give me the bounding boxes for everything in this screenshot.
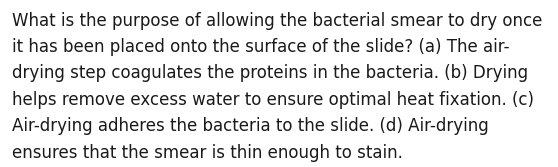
Text: drying step coagulates the proteins in the bacteria. (b) Drying: drying step coagulates the proteins in t… bbox=[12, 64, 528, 82]
Text: What is the purpose of allowing the bacterial smear to dry once: What is the purpose of allowing the bact… bbox=[12, 12, 542, 30]
Text: it has been placed onto the surface of the slide? (a) The air-: it has been placed onto the surface of t… bbox=[12, 38, 510, 56]
Text: ensures that the smear is thin enough to stain.: ensures that the smear is thin enough to… bbox=[12, 144, 403, 162]
Text: helps remove excess water to ensure optimal heat fixation. (c): helps remove excess water to ensure opti… bbox=[12, 91, 534, 109]
Text: Air-drying adheres the bacteria to the slide. (d) Air-drying: Air-drying adheres the bacteria to the s… bbox=[12, 117, 489, 135]
